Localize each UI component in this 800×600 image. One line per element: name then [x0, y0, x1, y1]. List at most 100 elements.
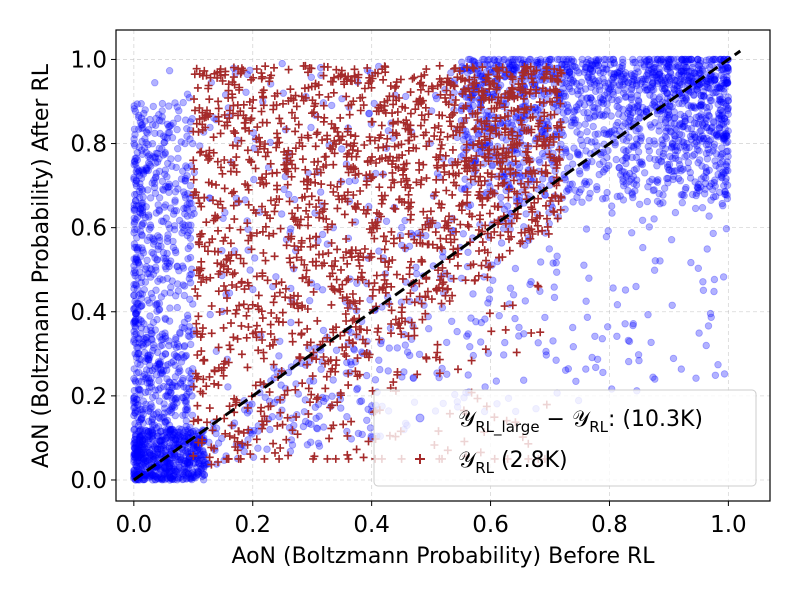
- data-point-blue: [134, 299, 142, 307]
- data-point-blue: [317, 188, 325, 196]
- data-point-blue: [464, 330, 472, 338]
- data-point-blue: [698, 203, 707, 212]
- data-point-blue: [151, 159, 160, 167]
- data-point-blue: [196, 142, 204, 150]
- data-point-blue: [538, 149, 547, 158]
- data-point-blue: [171, 99, 179, 107]
- data-point-blue: [702, 341, 710, 350]
- data-point-blue: [155, 360, 163, 368]
- data-point-blue: [592, 363, 600, 372]
- data-point-blue: [171, 188, 180, 196]
- data-point-blue: [139, 167, 147, 175]
- data-point-blue: [177, 425, 186, 434]
- data-point-blue: [171, 246, 180, 255]
- data-point-blue: [549, 337, 557, 345]
- data-point-blue: [134, 349, 143, 358]
- data-point-blue: [171, 336, 180, 344]
- data-point-blue: [167, 388, 175, 397]
- data-point-blue: [472, 318, 480, 326]
- data-point-blue: [640, 61, 648, 69]
- data-point-blue: [681, 67, 689, 75]
- data-point-blue: [590, 113, 598, 121]
- data-point-blue: [694, 264, 702, 272]
- data-point-blue: [587, 94, 595, 102]
- data-point-blue: [582, 365, 590, 373]
- data-point-blue: [134, 259, 142, 267]
- data-point-blue: [486, 286, 494, 294]
- data-point-blue: [148, 120, 157, 129]
- data-point-blue: [151, 189, 160, 197]
- data-point-blue: [144, 427, 153, 436]
- data-point-blue: [134, 401, 142, 409]
- data-point-blue: [629, 320, 637, 328]
- data-point-blue: [172, 163, 180, 172]
- data-point-blue: [154, 429, 162, 437]
- data-point-blue: [521, 297, 529, 305]
- data-point-blue: [409, 374, 417, 382]
- data-point-blue: [553, 252, 561, 260]
- data-point-blue: [660, 55, 668, 64]
- data-point-blue: [363, 371, 371, 380]
- data-point-blue: [537, 258, 545, 266]
- data-point-blue: [636, 200, 644, 208]
- data-point-blue: [705, 212, 713, 220]
- data-point-blue: [329, 376, 337, 384]
- data-point-blue: [154, 242, 162, 250]
- data-point-blue: [662, 134, 671, 142]
- data-point-blue: [184, 255, 192, 263]
- data-point-blue: [569, 323, 577, 332]
- data-point-blue: [587, 57, 595, 65]
- data-point-blue: [637, 160, 645, 168]
- data-point-blue: [136, 209, 145, 217]
- data-point-blue: [307, 438, 315, 446]
- data-point-blue: [622, 147, 630, 156]
- data-point-blue: [133, 369, 141, 377]
- data-point-blue: [703, 123, 711, 132]
- data-point-blue: [578, 198, 586, 206]
- data-point-blue: [147, 326, 155, 335]
- data-point-blue: [608, 209, 616, 217]
- data-point-blue: [552, 356, 560, 364]
- data-point-blue: [636, 137, 644, 145]
- data-point-blue: [668, 301, 676, 309]
- data-point-blue: [621, 85, 629, 94]
- data-point-blue: [584, 114, 592, 122]
- data-point-blue: [171, 441, 180, 449]
- data-point-blue: [385, 344, 393, 352]
- data-point-blue: [356, 397, 364, 406]
- data-point-blue: [464, 371, 472, 379]
- data-point-blue: [313, 424, 321, 432]
- data-point-blue: [694, 159, 702, 167]
- data-point-blue: [144, 355, 152, 363]
- data-point-blue: [541, 313, 549, 322]
- data-point-blue: [180, 282, 189, 290]
- data-point-blue: [647, 338, 655, 347]
- data-point-blue: [492, 377, 500, 385]
- data-point-blue: [601, 78, 609, 87]
- data-point-blue: [691, 178, 699, 186]
- data-point-blue: [638, 216, 647, 224]
- data-point-blue: [148, 434, 156, 443]
- data-point-blue: [645, 154, 654, 162]
- data-point-blue: [711, 371, 720, 379]
- data-point-blue: [270, 374, 278, 382]
- data-point-blue: [604, 146, 612, 155]
- data-point-blue: [684, 158, 693, 167]
- data-point-blue: [671, 146, 679, 155]
- data-point-blue: [575, 68, 583, 77]
- data-point-blue: [599, 112, 608, 120]
- data-point-blue: [703, 245, 711, 253]
- data-point-blue: [641, 169, 649, 177]
- data-point-blue: [173, 303, 181, 312]
- data-point-blue: [692, 374, 700, 382]
- data-point-blue: [661, 85, 669, 93]
- data-point-blue: [375, 356, 383, 364]
- data-point-blue: [136, 451, 145, 459]
- data-point-blue: [179, 98, 187, 107]
- data-point-blue: [723, 147, 731, 156]
- data-point-blue: [588, 73, 596, 81]
- data-point-blue: [337, 404, 345, 412]
- data-point-blue: [622, 159, 630, 168]
- data-point-blue: [249, 285, 257, 294]
- data-point-blue: [159, 151, 167, 159]
